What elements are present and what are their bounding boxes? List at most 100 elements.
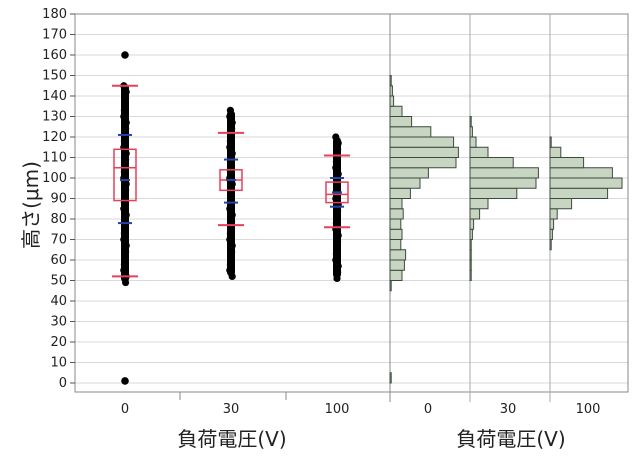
x-tick-label-box: 0	[121, 402, 129, 417]
data-point	[122, 149, 130, 157]
data-point	[122, 278, 130, 287]
y-tick-label: 80	[50, 212, 67, 227]
histogram-bar	[389, 198, 403, 210]
histogram-bar	[549, 208, 558, 220]
data-point	[333, 244, 341, 252]
histogram-bar	[549, 228, 553, 240]
x-tick-label-box: 100	[325, 402, 350, 417]
box	[113, 148, 137, 202]
histogram-bar	[389, 146, 459, 158]
plot-border	[74, 13, 629, 393]
histogram-bar	[469, 239, 472, 251]
x-tick-label-hist: 30	[500, 402, 517, 417]
histogram-bar	[389, 126, 432, 138]
histogram-bar	[469, 146, 489, 158]
histogram-bar	[469, 167, 539, 179]
data-point	[228, 180, 236, 188]
y-tick-label: 140	[42, 89, 67, 104]
histogram-bar	[469, 157, 514, 169]
x-axis-title-boxplot: 負荷電圧(V)	[177, 427, 286, 451]
data-point	[226, 205, 234, 213]
y-tick-label: 180	[42, 7, 67, 22]
data-point	[226, 260, 234, 268]
data-point	[122, 180, 130, 188]
data-point	[334, 268, 342, 276]
y-axis-title: 高さ(μm)	[19, 161, 43, 249]
y-tick-label: 40	[50, 294, 67, 309]
histogram-bar	[469, 126, 473, 138]
histogram-bar	[389, 177, 421, 189]
data-point	[226, 266, 234, 274]
data-point	[334, 170, 342, 178]
histogram-bar	[549, 239, 552, 251]
histogram-bar	[389, 136, 455, 148]
data-point	[121, 100, 129, 108]
outlier-point	[121, 377, 129, 385]
data-point	[228, 125, 236, 133]
data-point	[228, 248, 236, 256]
outlier-point	[121, 51, 129, 59]
data-point	[227, 162, 235, 170]
data-point	[122, 242, 130, 250]
histogram-bar	[549, 157, 585, 169]
histogram-bar	[389, 85, 393, 97]
y-tick-label: 110	[42, 151, 67, 166]
histogram-bar	[549, 218, 555, 230]
data-point	[226, 229, 234, 237]
data-point	[120, 106, 128, 114]
histogram-bar	[389, 208, 404, 220]
histogram-bar	[469, 269, 472, 281]
histogram-bar	[469, 249, 472, 261]
histogram-bar	[389, 105, 403, 117]
y-tick-label: 50	[50, 274, 67, 289]
x-axis-title-histogram: 負荷電圧(V)	[456, 427, 565, 451]
data-point	[121, 254, 129, 262]
y-tick-label: 150	[42, 69, 67, 84]
data-point	[332, 133, 340, 141]
data-point	[333, 213, 341, 221]
data-point	[120, 260, 128, 268]
data-point	[226, 137, 234, 145]
histogram-bar	[389, 259, 405, 271]
histogram-bar	[469, 218, 475, 230]
data-point	[332, 250, 340, 258]
histogram-bar	[389, 239, 402, 251]
data-point	[333, 274, 341, 283]
data-point	[228, 211, 236, 219]
histogram-bar	[389, 157, 457, 169]
data-point	[122, 155, 130, 164]
data-point	[332, 164, 340, 172]
data-point	[120, 168, 128, 176]
histogram-bar	[389, 228, 403, 240]
data-point	[228, 217, 236, 225]
data-point	[334, 145, 342, 153]
histogram-bar	[389, 372, 392, 384]
data-point	[332, 194, 340, 203]
data-point	[120, 112, 128, 121]
y-tick-label: 60	[50, 253, 67, 268]
data-point	[120, 205, 128, 213]
box	[325, 181, 349, 204]
x-axis-ticks: 0 30 100 0 30 100	[121, 402, 601, 417]
y-tick-label: 70	[50, 233, 67, 248]
plot-frame	[74, 13, 629, 402]
histogram-bar	[469, 177, 537, 189]
data-point	[332, 158, 340, 166]
histogram-bar	[549, 177, 623, 189]
y-tick-label: 100	[42, 171, 67, 186]
histogram-bar	[389, 249, 407, 261]
histogram-bar	[469, 208, 481, 220]
x-tick-label-box: 30	[223, 402, 240, 417]
box-plot-panel	[112, 51, 350, 385]
data-point	[334, 139, 342, 147]
gridlines	[75, 13, 628, 384]
data-point	[121, 223, 129, 231]
data-point	[122, 248, 130, 256]
histogram-bar	[549, 198, 573, 210]
data-point	[122, 88, 130, 96]
histogram-bar	[389, 75, 392, 87]
y-tick-label: 20	[50, 335, 67, 350]
data-point	[122, 94, 130, 102]
histogram-bar	[389, 269, 403, 281]
